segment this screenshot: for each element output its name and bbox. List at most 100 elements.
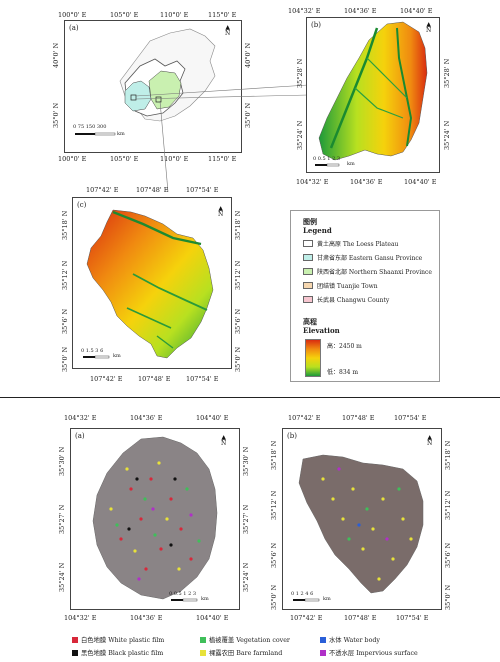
lon-label: 110°0' E — [160, 155, 189, 163]
lon-label: 104°40' E — [404, 178, 437, 186]
panel-a-location-map: (a) 0 75 150 300 km ▲ N — [64, 20, 242, 153]
lon-label: 107°54' E — [186, 375, 219, 383]
lat-label: 35°0' N — [444, 584, 452, 610]
legend-item-changwu: 长武县 Changwu County — [303, 295, 389, 304]
lon-label: 107°54' E — [186, 186, 219, 194]
lon-label: 107°54' E — [394, 414, 427, 422]
panel-c-tag: (c) — [77, 201, 87, 209]
scale-unit: km — [113, 353, 121, 359]
elevation-title-en: Elevation — [303, 326, 340, 335]
lon-label: 105°0' E — [110, 155, 139, 163]
legend-item-black-film: 黑色地膜 Black plastic film — [72, 648, 163, 657]
legend-swatch — [303, 282, 313, 289]
north-arrow-icon: ▲ N — [426, 21, 432, 34]
lat-label: 35°27' N — [242, 504, 250, 534]
lat-label: 35°12' N — [61, 260, 69, 290]
scale-label: 0 75 150 300 — [73, 124, 107, 130]
lat-label: 35°24' N — [242, 562, 250, 592]
lon-label: 107°42' E — [90, 375, 123, 383]
legend-item-impervious: 不透水层 Impervious surface — [320, 648, 418, 657]
connector-lines — [135, 84, 309, 193]
elevation-title-cn: 高程 — [303, 317, 317, 326]
lat-label: 35°18' N — [270, 440, 278, 470]
lat-label: 35°30' N — [58, 446, 66, 476]
lon-label: 104°40' E — [400, 7, 433, 15]
scale-label: 0 1 2 4 6 — [291, 591, 314, 597]
legend-dot — [200, 636, 206, 643]
lon-label: 115°0' E — [208, 11, 237, 19]
lon-label: 107°48' E — [344, 614, 377, 622]
legend-item-vegetation: 植被覆盖 Vegetation cover — [200, 635, 290, 644]
lon-label: 104°32' E — [64, 614, 97, 622]
lon-label: 107°42' E — [86, 186, 119, 194]
north-arrow-icon: ▲ N — [221, 434, 227, 447]
tuanjie-box — [130, 94, 137, 101]
lon-label: 100°0' E — [58, 155, 87, 163]
lon-label: 107°42' E — [290, 614, 323, 622]
landcover-map-b — [293, 454, 424, 602]
lat-label: 35°18' N — [234, 210, 242, 240]
panel-c-elevation-map: (c) ▲ N 0 1.5 3 6 km — [72, 197, 232, 369]
changwu-box — [155, 96, 162, 103]
lat-label: 35°6' N — [61, 308, 69, 334]
legend-dot — [320, 649, 326, 656]
scale-label: 0 1.5 3 6 — [81, 348, 104, 354]
legend-dot — [320, 636, 326, 643]
panel-b-tag: (b) — [311, 21, 321, 29]
lat-label: 35°12' N — [270, 490, 278, 520]
lon-label: 107°48' E — [342, 414, 375, 422]
lat-label: 35°0' N — [270, 584, 278, 610]
lon-label: 104°36' E — [130, 614, 163, 622]
lat-label: 35°12' N — [444, 490, 452, 520]
lat-label: 35°24' N — [296, 120, 304, 150]
lon-label: 104°40' E — [196, 614, 229, 622]
scale-unit: km — [201, 596, 209, 602]
legend-swatch — [303, 268, 313, 275]
scale-unit: km — [117, 131, 125, 137]
lat-label: 35°0' N — [61, 346, 69, 372]
elevation-map-b — [315, 21, 428, 167]
lat-label: 35°6' N — [234, 308, 242, 334]
lon-label: 107°48' E — [136, 186, 169, 194]
lat-label: 35°18' N — [444, 440, 452, 470]
lat-label: 35°28' N — [443, 58, 451, 88]
legend-swatch — [303, 296, 313, 303]
legend-dot — [200, 649, 206, 656]
legend-dot — [72, 636, 78, 643]
panel-a-landcover-map: (a) ▲ N 0 0.5 1 2 3 km — [70, 428, 240, 610]
legend-dot — [72, 649, 78, 656]
lat-label: 35°12' N — [234, 260, 242, 290]
figure-divider — [0, 397, 500, 398]
legend-swatch — [303, 240, 313, 247]
panel-a-tag: (a) — [75, 432, 85, 440]
elevation-low: 低：834 m — [327, 369, 359, 376]
lon-label: 104°36' E — [130, 414, 163, 422]
scale-unit: km — [323, 596, 331, 602]
scale-unit: km — [347, 161, 355, 167]
elevation-map-c — [83, 209, 214, 359]
legend-swatch — [303, 254, 313, 261]
lon-label: 107°48' E — [138, 375, 171, 383]
lon-label: 104°36' E — [350, 178, 383, 186]
legend-title-en: Legend — [303, 226, 332, 235]
lat-label: 35°6' N — [270, 542, 278, 568]
north-arrow-icon: ▲ N — [225, 24, 231, 37]
lon-label: 104°32' E — [64, 414, 97, 422]
lon-label: 107°54' E — [396, 614, 429, 622]
legend-item-loess: 黄土高原 The Loess Plateau — [303, 239, 398, 248]
legend-title-cn: 图例 — [303, 217, 317, 226]
legend-box: 图例 Legend 黄土高原 The Loess Plateau 甘肃省东部 E… — [290, 210, 440, 382]
lon-label: 104°40' E — [196, 414, 229, 422]
lat-label: 35°30' N — [242, 446, 250, 476]
lon-label: 110°0' E — [160, 11, 189, 19]
location-map-svg — [75, 28, 216, 136]
lat-label: 35°6' N — [444, 542, 452, 568]
elevation-colorbar — [305, 339, 321, 377]
north-arrow-icon: ▲ N — [218, 205, 224, 218]
legend-item-shaanxi: 陕西省北部 Northern Shaanxi Province — [303, 267, 432, 276]
landcover-map-a — [92, 436, 218, 602]
lat-label: 35°24' N — [443, 120, 451, 150]
lat-label: 35°0' N — [234, 346, 242, 372]
lat-label: 35°18' N — [61, 210, 69, 240]
lat-label: 35°24' N — [58, 562, 66, 592]
